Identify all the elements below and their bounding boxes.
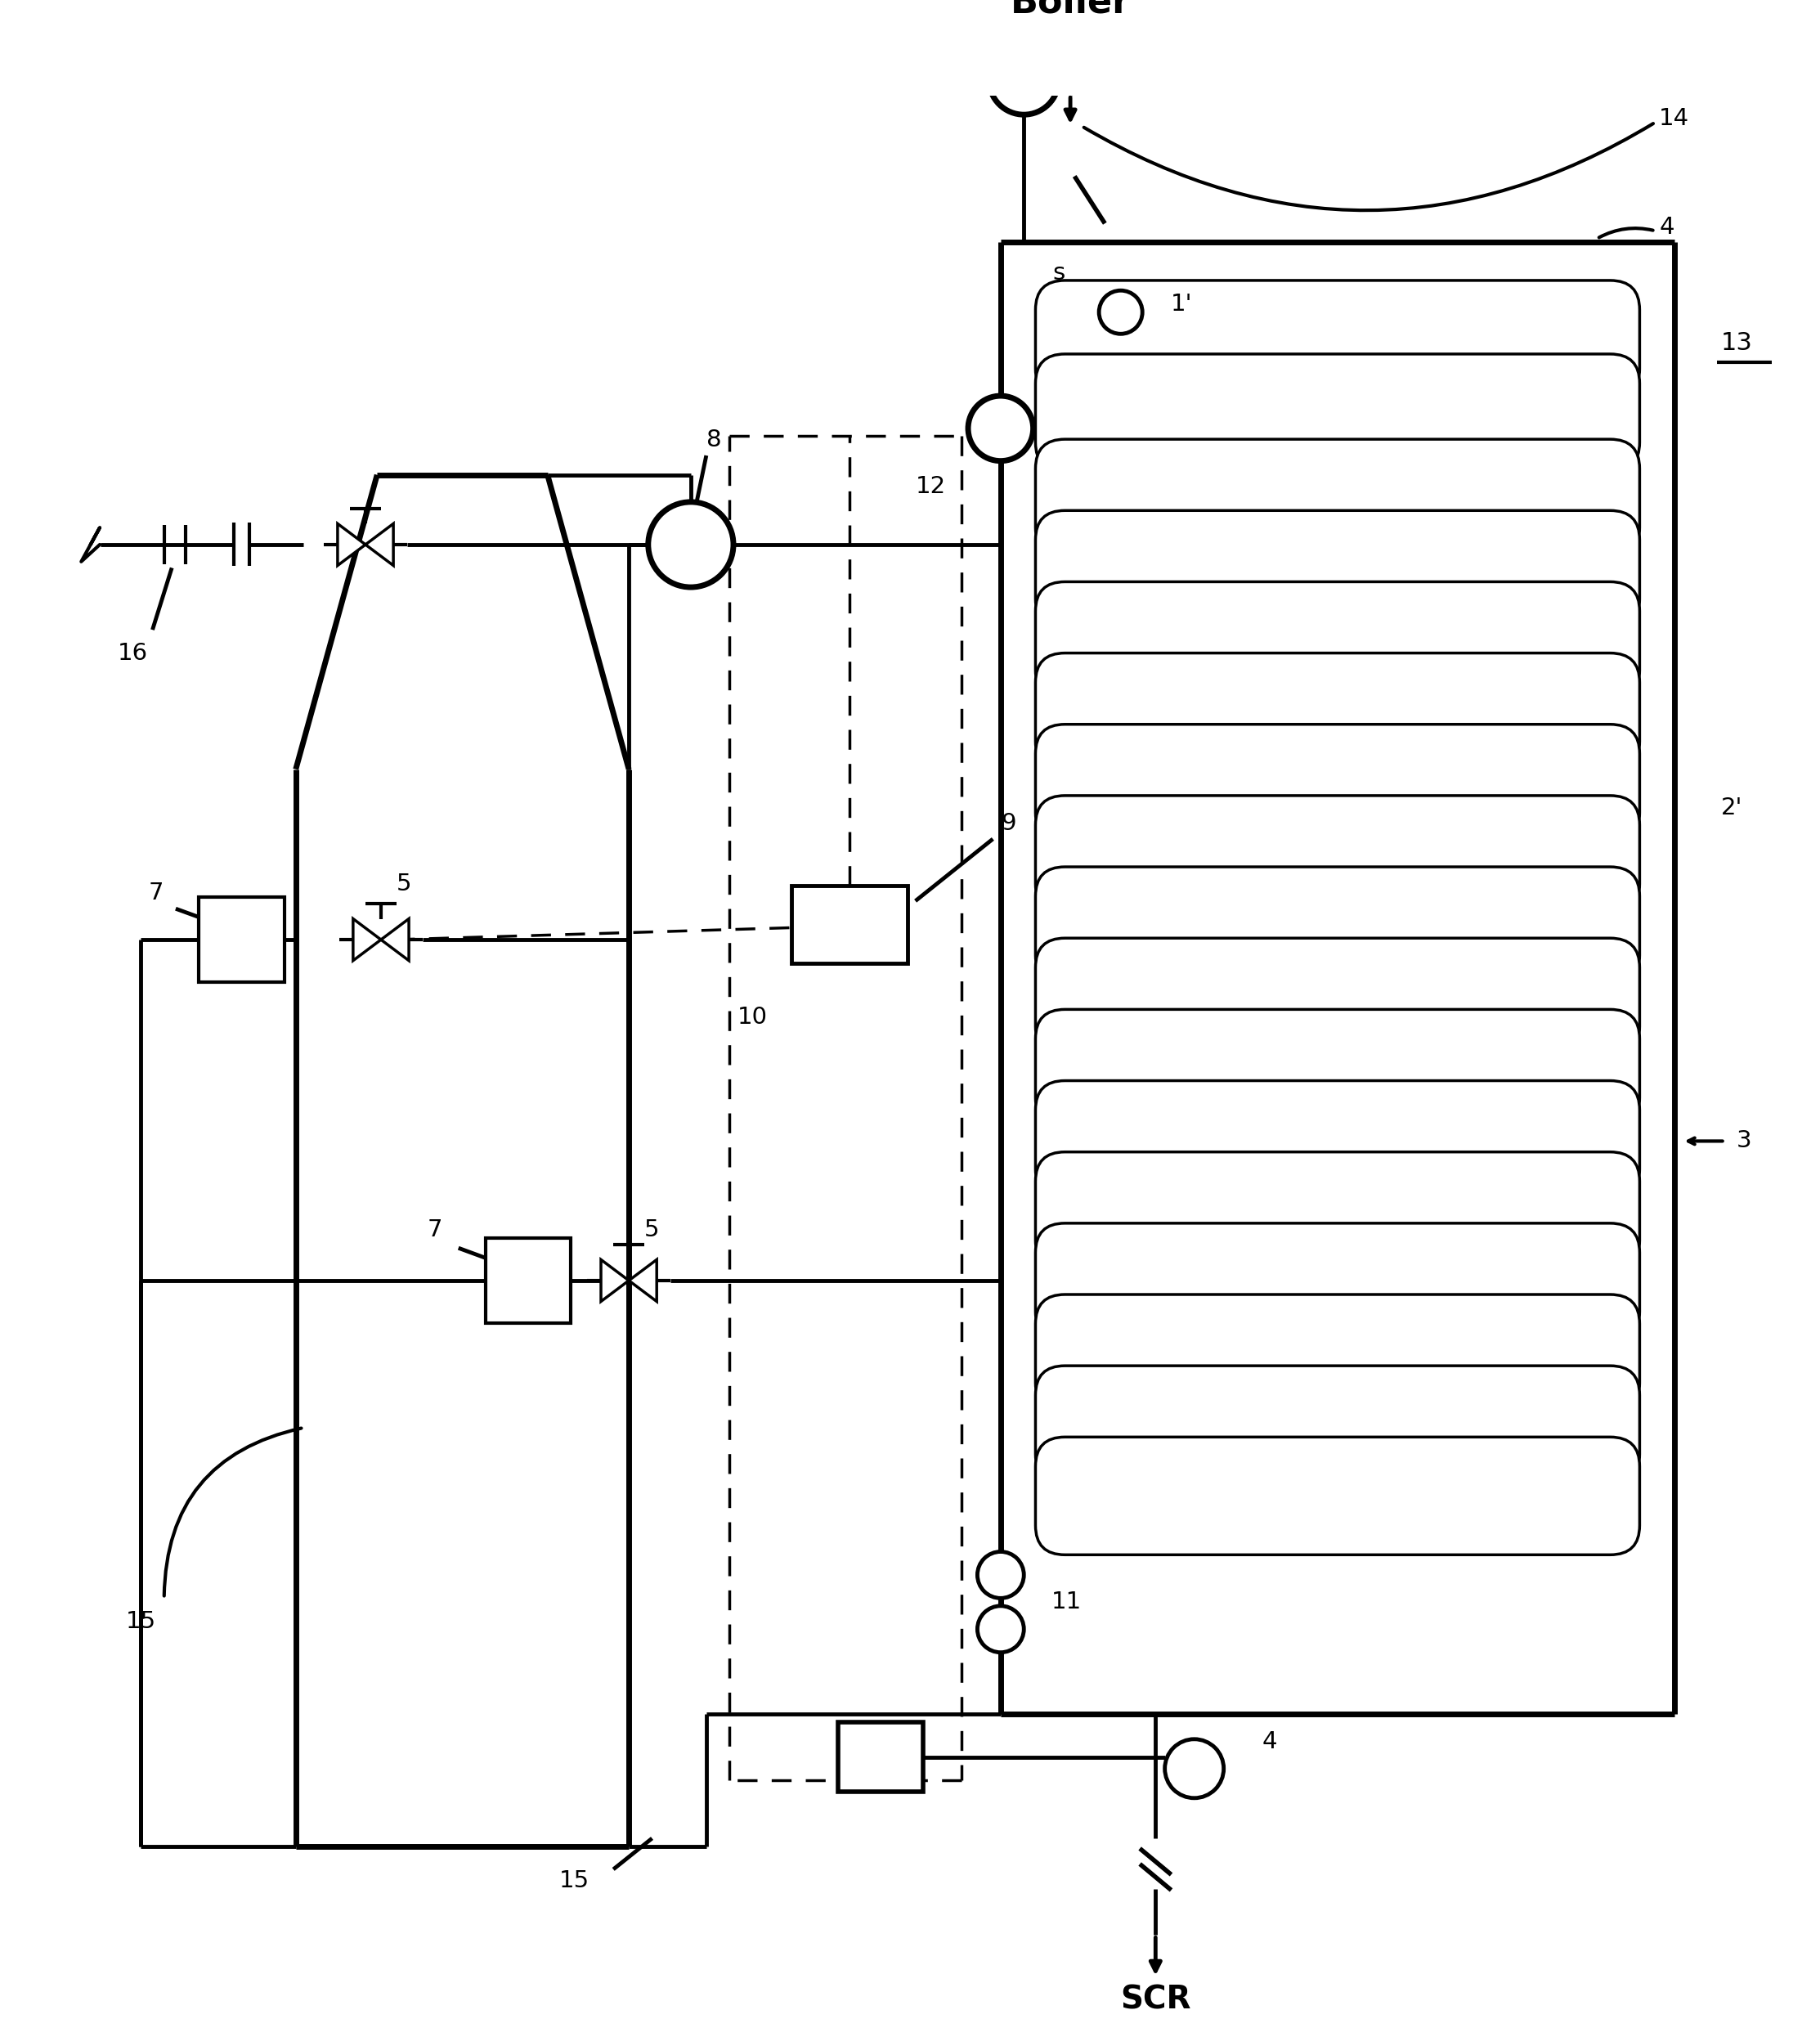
- Text: 5: 5: [397, 872, 411, 894]
- FancyBboxPatch shape: [1036, 1224, 1640, 1341]
- Text: 16: 16: [118, 642, 147, 664]
- Bar: [792, 886, 908, 963]
- Circle shape: [648, 503, 733, 588]
- Circle shape: [1165, 1738, 1223, 1799]
- Text: 10: 10: [737, 1005, 768, 1028]
- FancyBboxPatch shape: [1036, 511, 1640, 628]
- Text: 1': 1': [1170, 293, 1192, 315]
- Text: 14: 14: [1660, 107, 1689, 129]
- Text: 13: 13: [1722, 331, 1753, 355]
- Text: s: s: [1052, 262, 1065, 285]
- Circle shape: [977, 1605, 1025, 1652]
- Bar: [486, 1238, 571, 1322]
- FancyBboxPatch shape: [1036, 440, 1640, 557]
- Text: 4: 4: [1660, 216, 1674, 238]
- Polygon shape: [380, 919, 410, 961]
- FancyBboxPatch shape: [1036, 795, 1640, 913]
- FancyBboxPatch shape: [1036, 652, 1640, 771]
- FancyBboxPatch shape: [1036, 1438, 1640, 1555]
- FancyBboxPatch shape: [1036, 281, 1640, 398]
- Text: 15: 15: [126, 1609, 157, 1633]
- Text: T: T: [872, 1746, 888, 1769]
- Circle shape: [977, 1553, 1025, 1599]
- Text: 11: 11: [1050, 1591, 1081, 1613]
- FancyBboxPatch shape: [1036, 1365, 1640, 1484]
- Circle shape: [968, 396, 1034, 460]
- Polygon shape: [601, 1260, 630, 1302]
- FancyBboxPatch shape: [1036, 866, 1640, 985]
- Text: Boiler: Boiler: [1010, 0, 1130, 20]
- Text: 15: 15: [559, 1870, 590, 1892]
- Text: 7: 7: [149, 882, 164, 905]
- Text: 12: 12: [915, 474, 946, 499]
- Polygon shape: [630, 1260, 657, 1302]
- Text: 5: 5: [644, 1219, 659, 1242]
- Text: 3: 3: [1736, 1131, 1751, 1153]
- Text: 7: 7: [428, 1219, 442, 1242]
- FancyBboxPatch shape: [1036, 1294, 1640, 1411]
- FancyBboxPatch shape: [1036, 725, 1640, 842]
- Text: 8: 8: [706, 428, 723, 452]
- FancyBboxPatch shape: [1036, 939, 1640, 1056]
- Polygon shape: [366, 523, 393, 565]
- FancyBboxPatch shape: [1036, 353, 1640, 472]
- Text: 2': 2': [1722, 798, 1742, 820]
- Bar: [198, 896, 284, 983]
- Text: SCR: SCR: [1119, 1985, 1190, 2015]
- FancyBboxPatch shape: [1036, 581, 1640, 699]
- Circle shape: [1099, 291, 1143, 333]
- FancyBboxPatch shape: [1036, 1153, 1640, 1270]
- Polygon shape: [337, 523, 366, 565]
- Polygon shape: [353, 919, 380, 961]
- FancyBboxPatch shape: [1036, 1080, 1640, 1199]
- FancyBboxPatch shape: [1036, 1010, 1640, 1127]
- Circle shape: [988, 44, 1059, 115]
- Text: 4: 4: [1263, 1730, 1278, 1752]
- Bar: [837, 1722, 923, 1791]
- Text: 9: 9: [1001, 812, 1016, 836]
